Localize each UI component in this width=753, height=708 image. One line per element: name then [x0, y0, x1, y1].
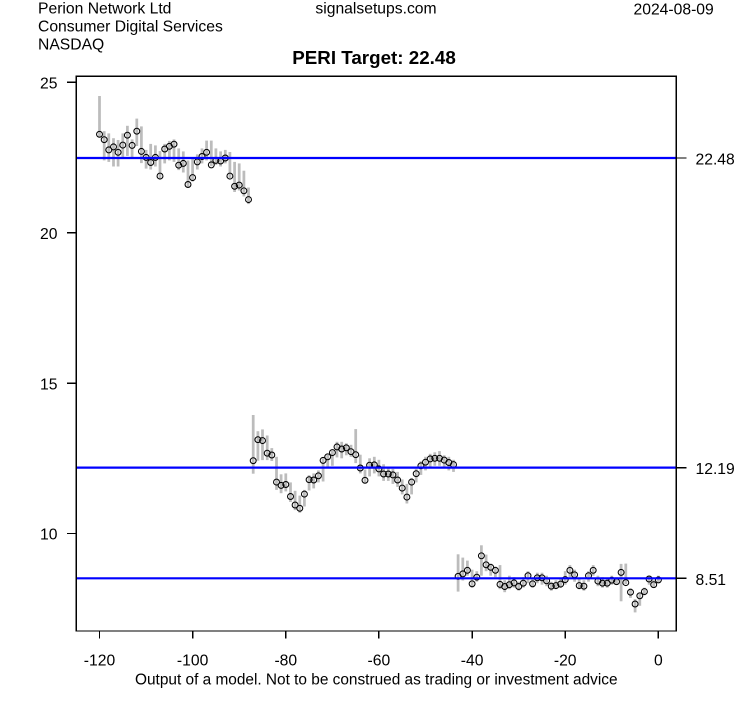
svg-text:-60: -60 [368, 653, 391, 670]
svg-text:0: 0 [654, 653, 663, 670]
svg-text:signalsetups.com: signalsetups.com [315, 1, 436, 18]
svg-text:15: 15 [40, 376, 58, 393]
svg-text:-40: -40 [461, 653, 484, 670]
svg-text:10: 10 [40, 527, 58, 544]
svg-text:20: 20 [40, 226, 58, 243]
svg-text:Perion Network Ltd: Perion Network Ltd [38, 1, 171, 18]
svg-text:25: 25 [40, 75, 58, 92]
svg-text:12.19: 12.19 [696, 461, 735, 478]
svg-text:NASDAQ: NASDAQ [38, 37, 104, 54]
svg-text:2024-08-09: 2024-08-09 [634, 2, 714, 19]
svg-text:-100: -100 [177, 653, 209, 670]
svg-text:Consumer Digital Services: Consumer Digital Services [38, 19, 223, 36]
svg-text:PERI Target: 22.48: PERI Target: 22.48 [292, 47, 456, 68]
svg-text:22.48: 22.48 [696, 152, 736, 169]
svg-text:Output of a model. Not to be c: Output of a model. Not to be construed a… [135, 672, 618, 689]
svg-text:-20: -20 [554, 653, 577, 670]
svg-text:-80: -80 [274, 653, 297, 670]
svg-text:-120: -120 [84, 653, 116, 670]
svg-text:8.51: 8.51 [696, 572, 727, 589]
